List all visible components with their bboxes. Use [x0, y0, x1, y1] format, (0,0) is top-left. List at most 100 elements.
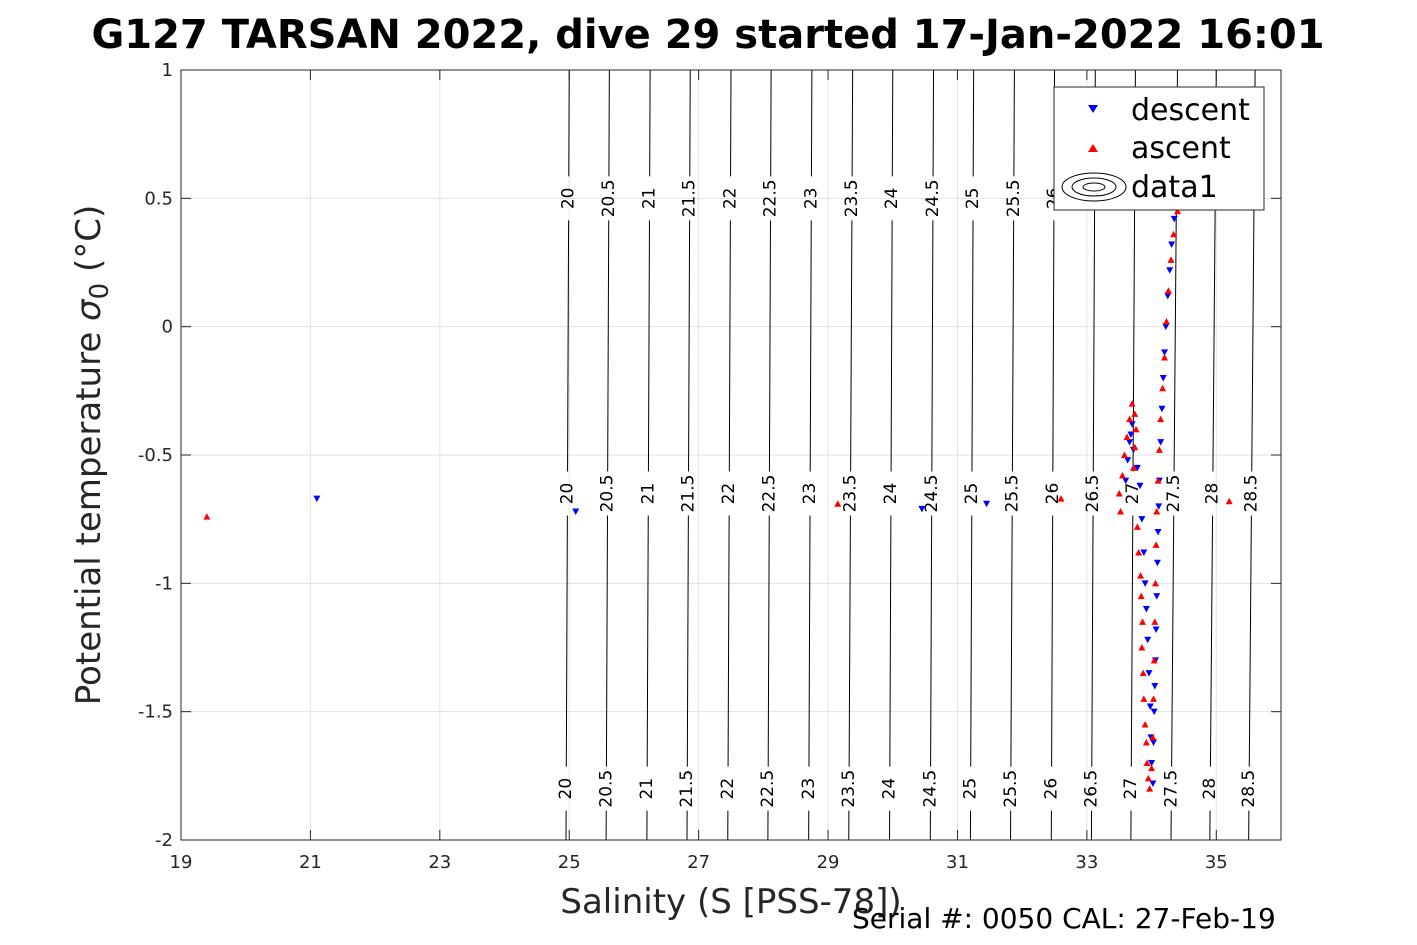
contour-label-27.5: 27.5 — [1164, 475, 1184, 513]
contour-label-23: 23 — [800, 483, 820, 505]
ascent-point-20 — [1138, 644, 1146, 651]
descent-point-3 — [983, 500, 991, 508]
contour-label-20: 20 — [559, 188, 579, 210]
contour-label-25.5: 25.5 — [1001, 770, 1021, 808]
contour-label-24.5: 24.5 — [923, 179, 943, 217]
ascent-point-35 — [1153, 507, 1161, 515]
legend-ascent-marker — [1088, 144, 1098, 152]
ascent-point-44 — [1170, 230, 1178, 238]
descent-point-40 — [1170, 215, 1178, 223]
contour-line-27-seg1 — [1130, 515, 1134, 767]
contour-label-26: 26 — [1042, 778, 1062, 800]
contour-label-28: 28 — [1200, 778, 1220, 800]
x-tick-label: 19 — [170, 852, 193, 873]
ascent-point-42 — [1164, 287, 1172, 294]
ascent-point-3 — [1225, 497, 1233, 505]
ascent-point-12 — [1132, 425, 1140, 433]
ascent-point-25 — [1143, 759, 1151, 766]
descent-point-21 — [1149, 780, 1157, 788]
ascent-point-5 — [1117, 507, 1125, 515]
contour-label-21: 21 — [638, 483, 658, 505]
contour-line-23-seg1 — [809, 220, 812, 472]
contour-line-25.5-seg2 — [1010, 515, 1013, 767]
contour-label-25: 25 — [962, 483, 982, 505]
ascent-point-4 — [1115, 490, 1123, 497]
ascent-point-21 — [1139, 669, 1147, 677]
ascent-point-30 — [1150, 695, 1158, 702]
ascent-point-37 — [1155, 446, 1163, 453]
descent-point-18 — [1146, 703, 1154, 711]
ascent-point-32 — [1151, 618, 1159, 625]
legend-descent-marker — [1088, 105, 1098, 113]
descent-point-20 — [1148, 760, 1156, 767]
ascent-point-40 — [1161, 353, 1169, 361]
ascent-point-14 — [1129, 464, 1137, 471]
descent-point-1 — [572, 508, 580, 515]
descent-point-10 — [1133, 464, 1141, 472]
contour-label-22: 22 — [719, 483, 739, 505]
ascent-point-39 — [1159, 384, 1167, 392]
contour-line-24-seg2 — [889, 515, 892, 767]
contour-label-20.5: 20.5 — [598, 475, 618, 513]
contour-line-25-seg1 — [971, 220, 974, 472]
descent-point-23 — [1150, 708, 1158, 716]
y-axis-label-sub: 0 — [85, 283, 115, 300]
contour-label-25.5: 25.5 — [1004, 179, 1024, 217]
descent-point-4 — [1122, 477, 1130, 485]
ascent-point-19 — [1139, 618, 1147, 625]
contour-label-21.5: 21.5 — [678, 475, 698, 513]
contour-label-23.5: 23.5 — [839, 770, 859, 808]
ascent-point-0 — [203, 513, 211, 520]
ascent-point-11 — [1131, 410, 1139, 417]
contour-line-24-seg1 — [890, 220, 893, 472]
serial-cal-text: Serial #: 0050 CAL: 27-Feb-19 — [852, 902, 1276, 935]
descent-point-14 — [1141, 580, 1149, 587]
y-tick-label: -0.5 — [138, 445, 173, 466]
legend-box — [1053, 86, 1265, 211]
contour-label-22: 22 — [718, 778, 738, 800]
descent-point-22 — [1150, 739, 1158, 746]
descent-point-7 — [1128, 421, 1136, 428]
contour-label-26: 26 — [1043, 483, 1063, 505]
contour-line-22.5-seg2 — [767, 515, 770, 767]
descent-point-5 — [1124, 457, 1132, 464]
legend-data1-marker — [1061, 172, 1127, 202]
contour-line-26.5-seg1 — [1091, 515, 1094, 767]
contour-label-21.5: 21.5 — [680, 179, 700, 217]
legend-data1-label: data1 — [1131, 170, 1218, 205]
descent-point-2 — [918, 505, 926, 513]
ascent-point-1 — [834, 500, 842, 507]
contour-line-20-seg1 — [567, 220, 570, 472]
descent-point-37 — [1164, 292, 1172, 300]
descent-point-29 — [1154, 529, 1162, 536]
grid-lines — [180, 69, 1281, 841]
legend: descent ascent data1 — [1053, 86, 1265, 211]
contour-label-22.5: 22.5 — [761, 179, 781, 217]
contour-label-28.5: 28.5 — [1239, 770, 1259, 808]
contour-label-23: 23 — [801, 188, 821, 210]
ascent-point-27 — [1146, 785, 1154, 792]
descent-point-16 — [1144, 636, 1152, 644]
ascent-point-15 — [1133, 523, 1141, 530]
contour-label-20: 20 — [556, 778, 576, 800]
ascent-point-28 — [1148, 764, 1156, 772]
ascent-point-38 — [1157, 415, 1165, 423]
legend-descent-label: descent — [1131, 93, 1250, 128]
x-tick-label: 31 — [946, 852, 969, 873]
contour-label-24: 24 — [881, 483, 901, 505]
contour-label-21.5: 21.5 — [677, 770, 697, 808]
y-axis-label-main: Potential temperature — [69, 321, 109, 705]
data-points — [203, 200, 1233, 792]
descent-point-0 — [313, 495, 321, 503]
y-tick-label: -1.5 — [138, 702, 173, 723]
contour-line-23.5-seg1 — [850, 220, 853, 472]
descent-point-38 — [1166, 267, 1174, 274]
y-tick-label: -2 — [155, 830, 173, 851]
y-tick-label: 0.5 — [144, 188, 173, 209]
descent-point-32 — [1157, 439, 1165, 446]
contour-label-23.5: 23.5 — [842, 179, 862, 217]
contour-label-21: 21 — [640, 188, 660, 210]
ascent-point-26 — [1144, 774, 1152, 782]
ascent-point-10 — [1128, 400, 1136, 407]
